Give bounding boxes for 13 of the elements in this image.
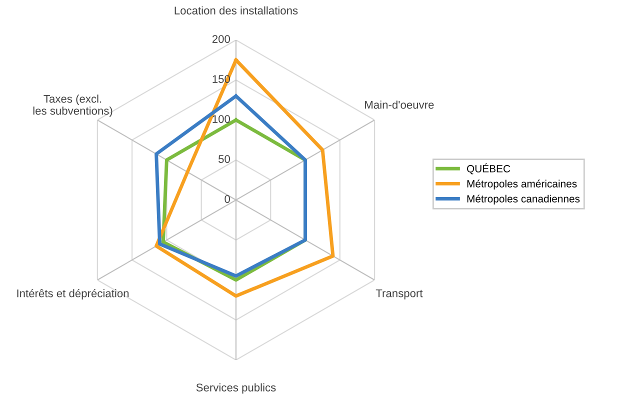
- y-tick-label: 200: [212, 35, 230, 43]
- legend-label: Métropoles américaines: [467, 180, 577, 190]
- spoke-label: Location des installations: [174, 6, 298, 15]
- y-tick-label: 50: [218, 155, 230, 163]
- spoke-label: Services publics: [196, 383, 276, 394]
- legend-label: QUÉBEC: [467, 163, 510, 174]
- spoke-label: Intérêts et dépréciation: [17, 288, 129, 300]
- y-tick-label: 100: [212, 115, 230, 123]
- y-tick-label: 0: [224, 195, 230, 203]
- spoke-label: Taxes (excl. les subventions): [33, 94, 112, 117]
- legend-label: Métropoles canadiennes: [467, 194, 580, 205]
- spoke-label: Transport: [376, 289, 423, 300]
- spoke-label: Main-d'oeuvre: [365, 100, 434, 109]
